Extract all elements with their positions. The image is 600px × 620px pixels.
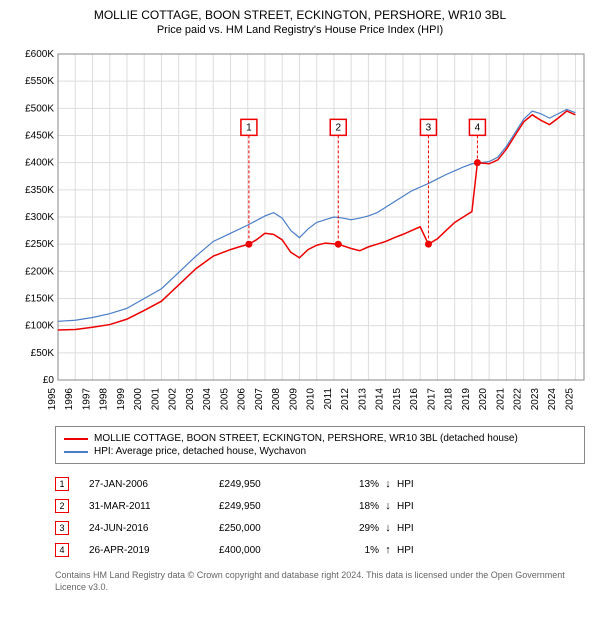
svg-text:£250K: £250K xyxy=(25,239,54,250)
svg-text:2011: 2011 xyxy=(323,388,334,410)
svg-text:£200K: £200K xyxy=(25,266,54,277)
sale-marker: 3 xyxy=(55,521,69,535)
arrow-down-icon: ↓ xyxy=(379,500,397,512)
sale-pct: 13% xyxy=(329,479,379,490)
svg-text:1998: 1998 xyxy=(99,388,110,411)
svg-text:2017: 2017 xyxy=(426,388,437,411)
svg-text:£500K: £500K xyxy=(25,103,54,114)
svg-text:2023: 2023 xyxy=(530,388,541,411)
svg-text:£0: £0 xyxy=(43,375,55,386)
legend-label: HPI: Average price, detached house, Wych… xyxy=(94,446,306,457)
svg-text:1997: 1997 xyxy=(81,388,92,411)
sale-row: 2 31-MAR-2011£249,95018%↓HPI xyxy=(55,495,585,517)
svg-text:2018: 2018 xyxy=(444,388,455,411)
legend-item: HPI: Average price, detached house, Wych… xyxy=(64,445,576,458)
svg-text:2013: 2013 xyxy=(357,388,368,411)
svg-text:2004: 2004 xyxy=(202,388,213,411)
legend-swatch xyxy=(64,451,88,453)
svg-text:2022: 2022 xyxy=(513,388,524,411)
sale-date: 24-JUN-2016 xyxy=(89,523,219,534)
svg-text:2007: 2007 xyxy=(254,388,265,411)
sale-vs-label: HPI xyxy=(397,479,437,490)
legend-item: MOLLIE COTTAGE, BOON STREET, ECKINGTON, … xyxy=(64,432,576,445)
sale-pct: 1% xyxy=(329,545,379,556)
chart-subtitle: Price paid vs. HM Land Registry's House … xyxy=(0,22,600,36)
sale-row: 1 27-JAN-2006£249,95013%↓HPI xyxy=(55,473,585,495)
sale-price: £400,000 xyxy=(219,545,329,556)
svg-text:£300K: £300K xyxy=(25,212,54,223)
svg-text:£100K: £100K xyxy=(25,321,54,332)
sale-marker: 1 xyxy=(55,477,69,491)
svg-text:£550K: £550K xyxy=(25,76,54,87)
svg-text:1999: 1999 xyxy=(116,388,127,411)
sale-date: 31-MAR-2011 xyxy=(89,501,219,512)
svg-text:2002: 2002 xyxy=(168,388,179,411)
svg-text:1995: 1995 xyxy=(47,388,58,411)
svg-text:2019: 2019 xyxy=(461,388,472,411)
svg-text:2024: 2024 xyxy=(547,388,558,411)
svg-text:2012: 2012 xyxy=(340,388,351,411)
sale-price: £249,950 xyxy=(219,479,329,490)
svg-text:1996: 1996 xyxy=(64,388,75,411)
chart-container: MOLLIE COTTAGE, BOON STREET, ECKINGTON, … xyxy=(0,0,600,620)
sale-vs-label: HPI xyxy=(397,523,437,534)
svg-text:2000: 2000 xyxy=(133,388,144,411)
chart-title: MOLLIE COTTAGE, BOON STREET, ECKINGTON, … xyxy=(0,0,600,22)
svg-text:2005: 2005 xyxy=(219,388,230,411)
arrow-down-icon: ↓ xyxy=(379,478,397,490)
svg-text:£50K: £50K xyxy=(31,348,55,359)
footnote-text: Contains HM Land Registry data © Crown c… xyxy=(55,570,585,593)
legend-box: MOLLIE COTTAGE, BOON STREET, ECKINGTON, … xyxy=(55,426,585,464)
svg-text:2025: 2025 xyxy=(564,388,575,411)
svg-text:2: 2 xyxy=(335,122,341,133)
line-chart-svg: £0 £50K £100K £150K £200K £250K £300K £350K £400… xyxy=(10,48,590,418)
sale-marker: 2 xyxy=(55,499,69,513)
sale-vs-label: HPI xyxy=(397,545,437,556)
svg-text:2006: 2006 xyxy=(237,388,248,411)
svg-text:2021: 2021 xyxy=(495,388,506,411)
sale-date: 27-JAN-2006 xyxy=(89,479,219,490)
sale-price: £249,950 xyxy=(219,501,329,512)
sale-date: 26-APR-2019 xyxy=(89,545,219,556)
svg-text:2001: 2001 xyxy=(150,388,161,411)
svg-text:4: 4 xyxy=(475,122,481,133)
sale-price: £250,000 xyxy=(219,523,329,534)
sale-pct: 29% xyxy=(329,523,379,534)
svg-text:2003: 2003 xyxy=(185,388,196,411)
arrow-up-icon: ↑ xyxy=(379,544,397,556)
svg-text:£150K: £150K xyxy=(25,294,54,305)
chart-area: £0 £50K £100K £150K £200K £250K £300K £350K £400… xyxy=(10,48,590,418)
svg-text:2014: 2014 xyxy=(375,388,386,411)
sales-table: 127-JAN-2006£249,95013%↓HPI231-MAR-2011£… xyxy=(55,473,585,561)
svg-text:£400K: £400K xyxy=(25,158,54,169)
svg-text:1: 1 xyxy=(246,122,252,133)
svg-text:2009: 2009 xyxy=(288,388,299,411)
sale-row: 3 24-JUN-2016£250,00029%↓HPI xyxy=(55,517,585,539)
legend-swatch xyxy=(64,438,88,440)
svg-text:2008: 2008 xyxy=(271,388,282,411)
svg-text:£450K: £450K xyxy=(25,131,54,142)
sale-marker: 4 xyxy=(55,543,69,557)
svg-text:3: 3 xyxy=(426,122,432,133)
svg-text:2016: 2016 xyxy=(409,388,420,411)
svg-text:2015: 2015 xyxy=(392,388,403,411)
svg-text:2010: 2010 xyxy=(306,388,317,411)
svg-text:£350K: £350K xyxy=(25,185,54,196)
arrow-down-icon: ↓ xyxy=(379,522,397,534)
sale-vs-label: HPI xyxy=(397,501,437,512)
svg-text:2020: 2020 xyxy=(478,388,489,411)
legend-label: MOLLIE COTTAGE, BOON STREET, ECKINGTON, … xyxy=(94,433,518,444)
svg-text:£600K: £600K xyxy=(25,49,54,60)
sale-row: 4 26-APR-2019£400,0001%↑HPI xyxy=(55,539,585,561)
sale-pct: 18% xyxy=(329,501,379,512)
